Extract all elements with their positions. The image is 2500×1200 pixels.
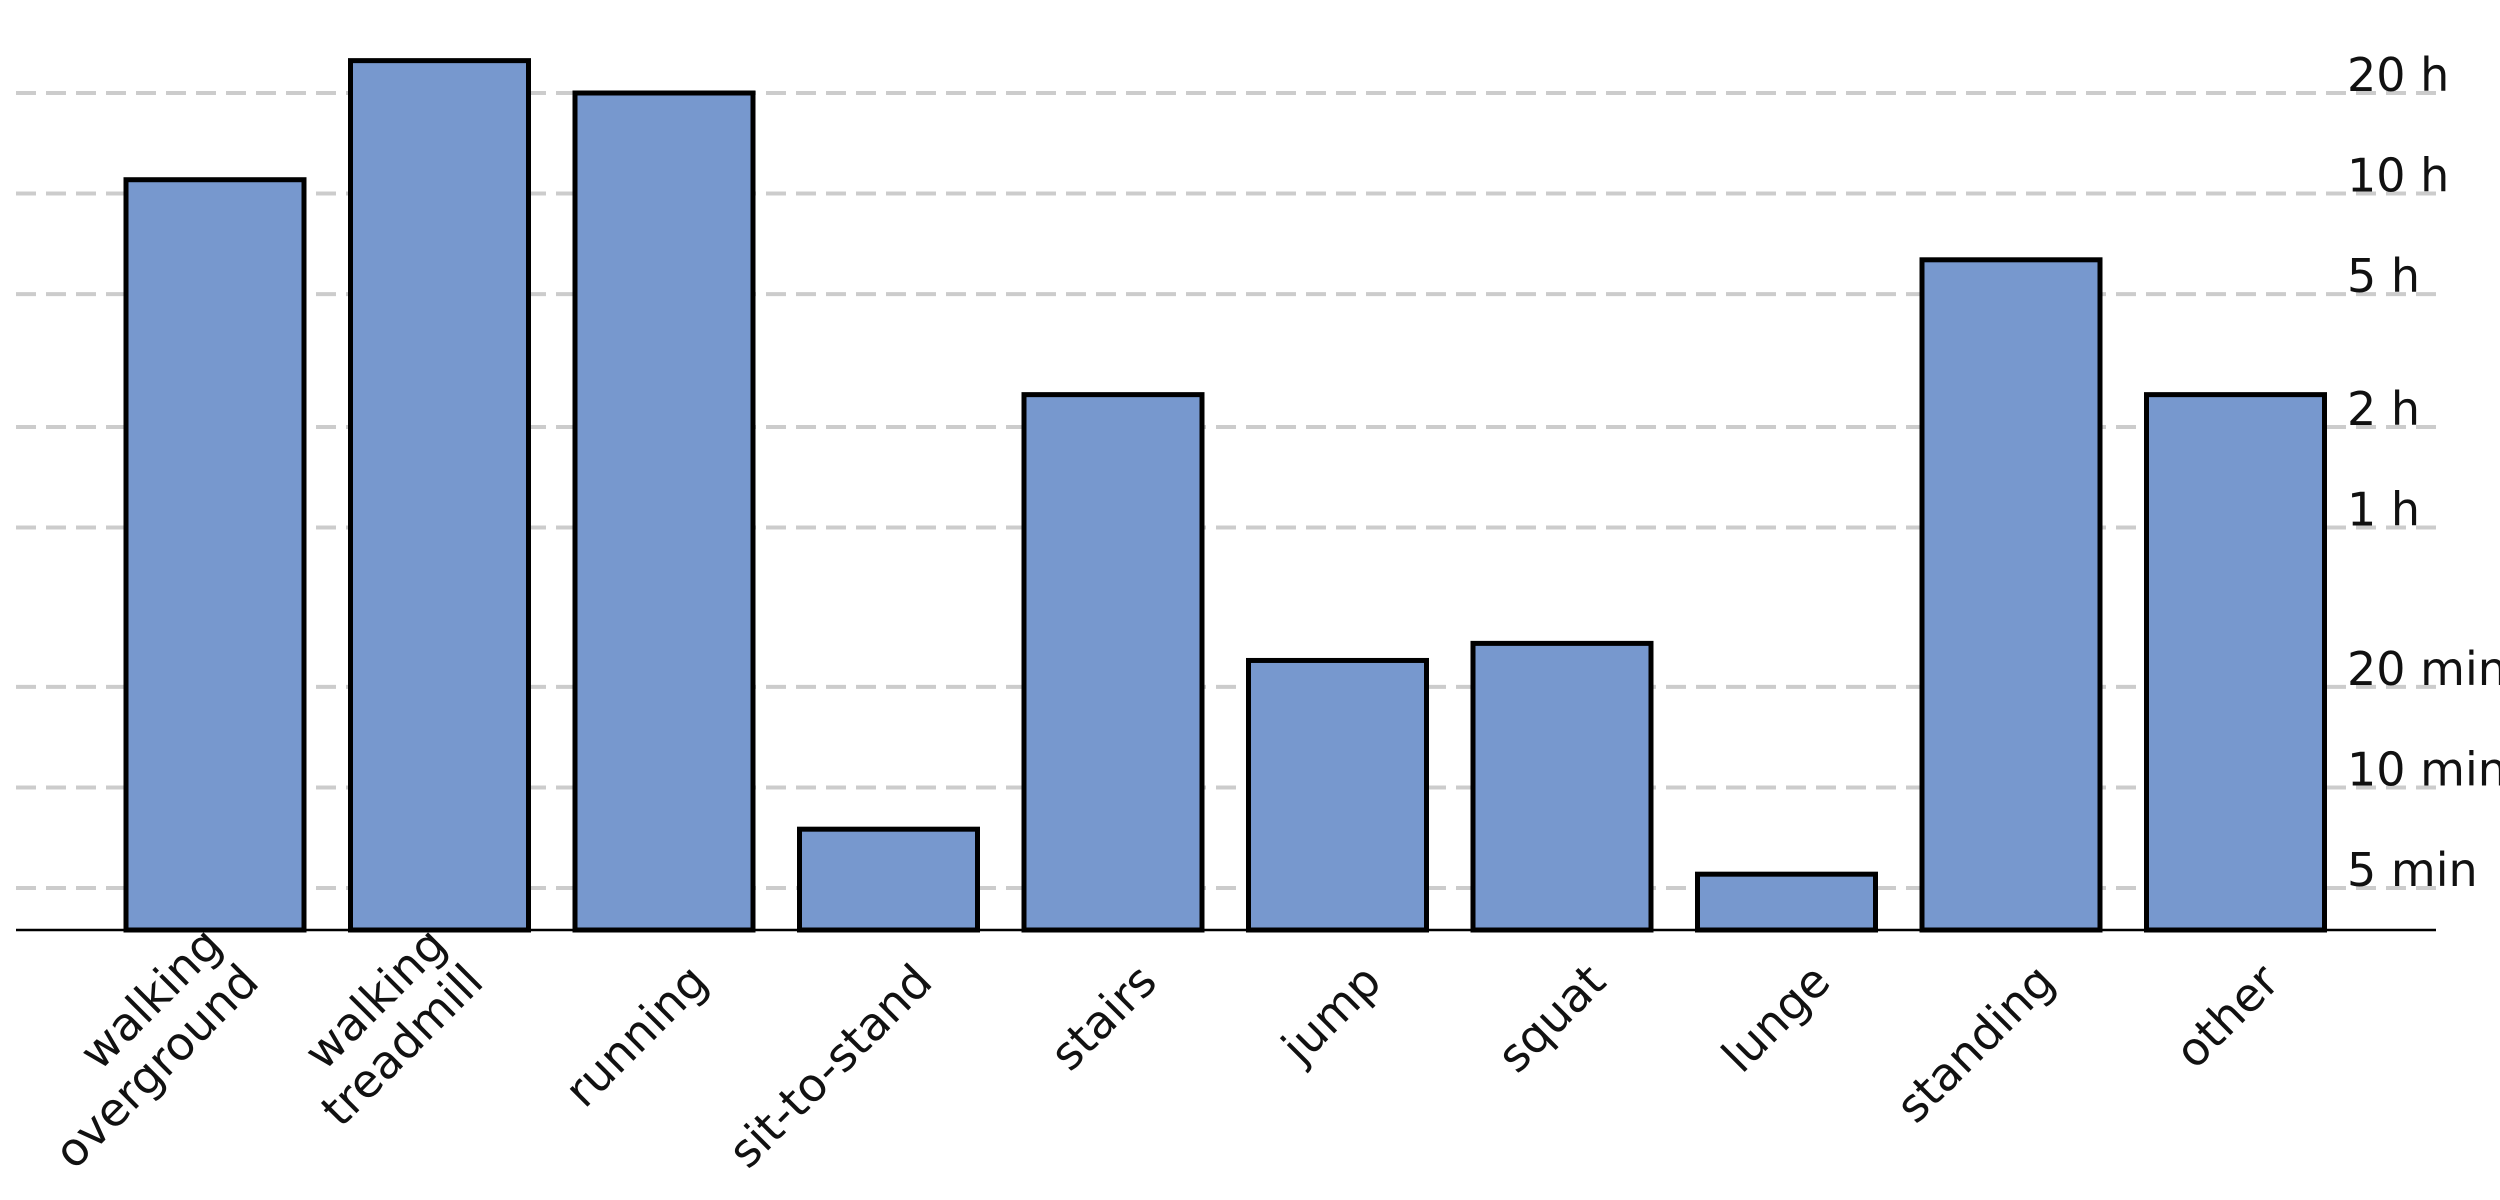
x-tick-label: stairs (1040, 954, 1167, 1081)
bar (1470, 640, 1654, 933)
bar (1695, 871, 1878, 933)
bar (572, 90, 756, 933)
x-tick-labels: walkingoverground walkingtreadmill running… (7, 917, 2290, 1179)
x-tick-label: other (2164, 954, 2289, 1079)
bar (1246, 657, 1429, 933)
x-tick-label: walkingtreadmill (274, 917, 494, 1137)
x-tick-label-line: other (2164, 954, 2289, 1079)
x-tick-label: walkingoverground (7, 917, 269, 1179)
y-tick-label: 5 min (2347, 843, 2478, 897)
bar (123, 177, 307, 933)
y-tick-label: 10 min (2347, 742, 2500, 796)
x-tick-label: running (554, 954, 718, 1118)
bar (797, 826, 980, 933)
y-tick-label: 10 h (2347, 149, 2449, 203)
y-tick-label: 5 h (2347, 249, 2420, 303)
x-tick-label: squat (1487, 954, 1616, 1083)
x-tick-label: jump (1270, 954, 1391, 1075)
bar (1919, 257, 2103, 933)
x-tick-label-line: stairs (1040, 954, 1167, 1081)
x-tick-label-line: standing (1885, 954, 2064, 1133)
x-tick-label-line: running (554, 954, 718, 1118)
bars (123, 58, 2327, 933)
y-tick-labels: 5 min 10 min 20 min 1 h 2 h 5 h 10 h 20 h (2347, 48, 2500, 897)
bar (348, 58, 531, 933)
x-tick-label: lunge (1711, 954, 1840, 1083)
x-tick-label-line: squat (1487, 954, 1616, 1083)
x-tick-label-line: jump (1270, 954, 1391, 1075)
bar (2144, 392, 2327, 933)
x-tick-label-line: lunge (1711, 954, 1840, 1083)
x-tick-label-line: sit-to-stand (718, 954, 943, 1179)
y-tick-label: 20 min (2347, 642, 2500, 696)
y-tick-label: 1 h (2347, 483, 2420, 537)
bar (1021, 392, 1205, 933)
x-tick-label: standing (1885, 954, 2064, 1133)
y-tick-label: 2 h (2347, 382, 2420, 436)
x-tick-label: sit-to-stand (718, 954, 943, 1179)
y-tick-label: 20 h (2347, 48, 2449, 102)
